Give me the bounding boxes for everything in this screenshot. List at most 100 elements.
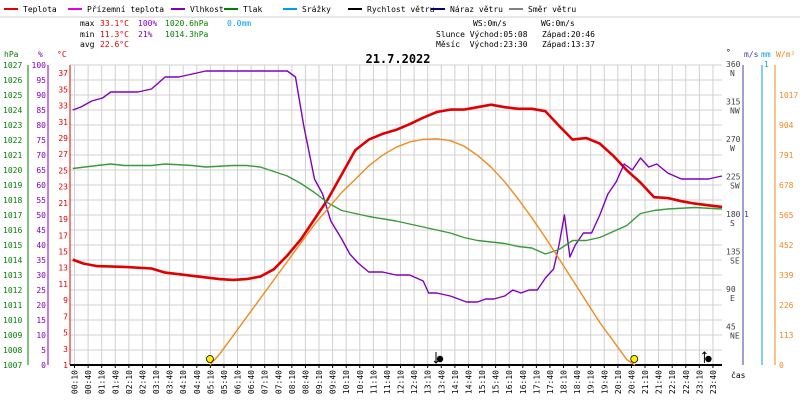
- tick-time: 04:40: [193, 370, 202, 394]
- tick-time: 12:10: [397, 370, 406, 394]
- legend-label: Rychlost větru: [367, 5, 435, 14]
- tick-pct: 80: [36, 121, 46, 130]
- tick-degc: 29: [58, 134, 68, 143]
- tick-hpa: 1009: [3, 331, 22, 340]
- tick-pct: 90: [36, 91, 46, 100]
- unit-hpa: hPa: [4, 50, 19, 59]
- tick-time: 06:10: [234, 370, 243, 394]
- tick-time: 13:10: [424, 370, 433, 394]
- tick-time: 22:10: [668, 370, 677, 394]
- tick-time: 21:40: [655, 370, 664, 394]
- series-line-wm2: [209, 138, 636, 366]
- tick-time: 03:40: [166, 370, 175, 394]
- tick-time: 07:10: [261, 370, 270, 394]
- tick-pct: 50: [36, 211, 46, 220]
- tick-time: 15:10: [478, 370, 487, 394]
- tick-wind-name: W: [730, 144, 735, 153]
- stats-min-label: min: [80, 30, 95, 39]
- tick-degc: 11: [58, 280, 68, 289]
- tick-wind-deg: 315: [726, 98, 741, 107]
- tick-hpa: 1024: [3, 106, 22, 115]
- tick-wind-deg: 225: [726, 173, 741, 182]
- tick-pct: 15: [36, 316, 46, 325]
- tick-mm: 1: [764, 60, 769, 69]
- tick-degc: 1: [63, 361, 68, 370]
- tick-time: 03:10: [152, 370, 161, 394]
- grid: [70, 64, 722, 366]
- unit-wm2: W/m²: [776, 50, 795, 59]
- stats-min-press: 1014.3hPa: [165, 30, 209, 39]
- tick-degc: 35: [58, 85, 68, 94]
- tick-pct: 30: [36, 271, 46, 280]
- tick-pct: 5: [41, 346, 46, 355]
- tick-hpa: 1012: [3, 286, 22, 295]
- tick-time: 11:40: [383, 370, 392, 394]
- legend-label: Přízemní teplota: [87, 5, 164, 14]
- tick-degc: 15: [58, 247, 68, 256]
- tick-wind-name: NW: [730, 107, 740, 116]
- stats-max-label: max: [80, 19, 95, 28]
- tick-wind-name: S: [730, 219, 735, 228]
- unit-pct: %: [38, 50, 43, 59]
- tick-wind-deg: 180: [726, 210, 741, 219]
- tick-hpa: 1027: [3, 61, 22, 70]
- stats-sun: Slunce Východ:05:08 Západ:20:46: [436, 30, 595, 39]
- tick-wm2: 0: [779, 361, 784, 370]
- tick-time: 00:40: [84, 370, 93, 394]
- tick-time: 04:10: [179, 370, 188, 394]
- tick-wind-deg: 360: [726, 60, 741, 69]
- moonrise-arrow-head: [702, 351, 707, 355]
- stats-max-press: 1020.6hPa: [165, 19, 209, 28]
- stats-min-hum: 21%: [138, 30, 153, 39]
- tick-time: 20:10: [614, 370, 623, 394]
- tick-degc: 19: [58, 215, 68, 224]
- tick-pct: 45: [36, 226, 46, 235]
- tick-hpa: 1020: [3, 166, 22, 175]
- tick-degc: 31: [58, 118, 68, 127]
- tick-wind-deg: 45: [726, 323, 736, 332]
- tick-hpa: 1018: [3, 196, 22, 205]
- stats-block: max 33.1°C 100% 1020.6hPa 0.0mm min 11.3…: [80, 19, 595, 49]
- stats-max-hum: 100%: [138, 19, 157, 28]
- tick-time: 18:10: [560, 370, 569, 394]
- stats-min-temp: 11.3°C: [100, 30, 129, 39]
- tick-hpa: 1026: [3, 76, 22, 85]
- tick-time: 07:40: [274, 370, 283, 394]
- unit-time: čas: [731, 370, 746, 380]
- legend-label: Směr větru: [528, 5, 576, 14]
- tick-wind-name: N: [730, 69, 735, 78]
- tick-time: 09:40: [329, 370, 338, 394]
- legend-label: Tlak: [243, 5, 262, 14]
- stats-max-temp: 33.1°C: [100, 19, 129, 28]
- tick-degc: 33: [58, 102, 68, 111]
- tick-time: 14:10: [451, 370, 460, 394]
- chart-title: 21.7.2022: [365, 52, 430, 66]
- unit-deg: °: [726, 48, 731, 57]
- tick-time: 23:10: [695, 370, 704, 394]
- tick-degc: 9: [63, 296, 68, 305]
- series-line-degc: [72, 103, 723, 282]
- tick-pct: 25: [36, 286, 46, 295]
- tick-time: 19:40: [600, 370, 609, 394]
- axes: 1027102610251024102310221021102010191018…: [3, 60, 798, 394]
- tick-degc: 17: [58, 231, 68, 240]
- tick-time: 20:40: [627, 370, 636, 394]
- tick-hpa: 1023: [3, 121, 22, 130]
- tick-wind-deg: 270: [726, 135, 741, 144]
- tick-hpa: 1016: [3, 226, 22, 235]
- tick-time: 05:40: [220, 370, 229, 394]
- tick-wm2: 452: [779, 241, 794, 250]
- tick-time: 08:40: [301, 370, 310, 394]
- legend-label: Vlhkost: [190, 5, 224, 14]
- tick-hpa: 1017: [3, 211, 22, 220]
- tick-wm2: 678: [779, 181, 794, 190]
- tick-time: 05:10: [206, 370, 215, 394]
- markers-layer: [206, 351, 712, 364]
- tick-degc: 27: [58, 150, 68, 159]
- tick-time: 19:10: [587, 370, 596, 394]
- tick-degc: 13: [58, 264, 68, 273]
- unit-mm: mm: [761, 50, 771, 59]
- tick-hpa: 1015: [3, 241, 22, 250]
- tick-pct: 35: [36, 256, 46, 265]
